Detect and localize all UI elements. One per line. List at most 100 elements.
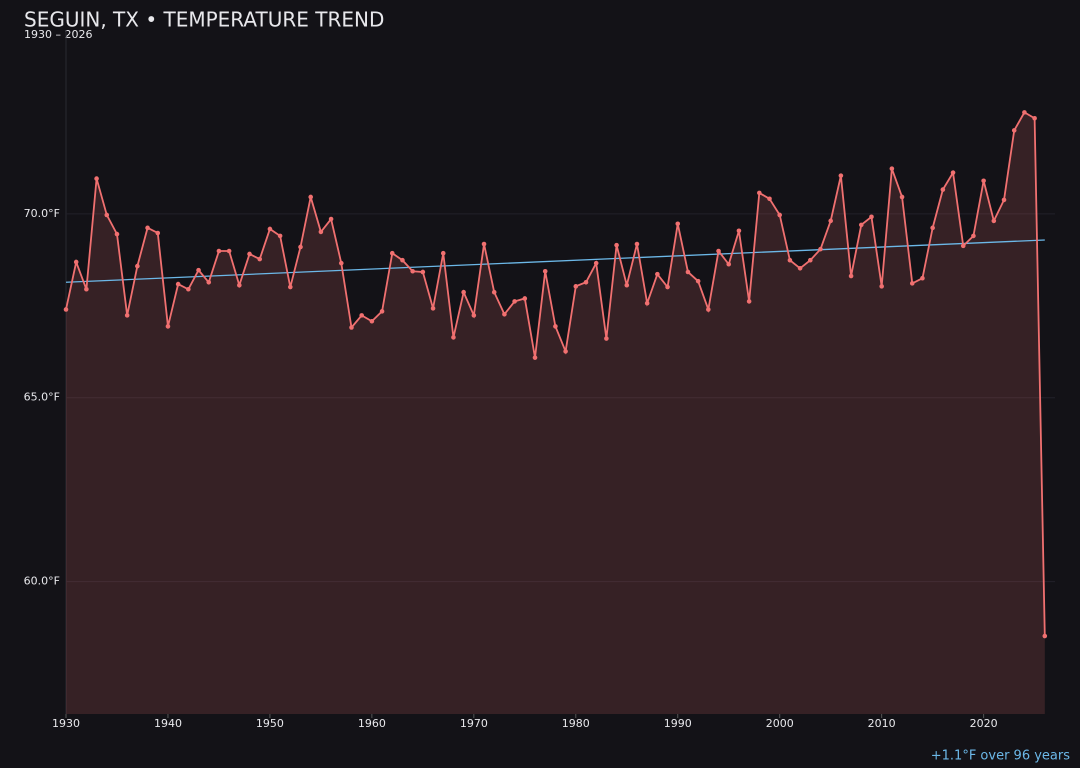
point (226, 248, 232, 254)
point (593, 260, 599, 266)
point (685, 269, 691, 275)
point (787, 257, 793, 263)
point (298, 244, 303, 250)
point (369, 318, 375, 324)
point (247, 251, 252, 257)
point (706, 307, 711, 312)
chart-title: SEGUIN, TX • TEMPERATURE TREND (24, 8, 384, 32)
point (899, 194, 905, 200)
point (553, 324, 558, 329)
point (124, 313, 130, 318)
x-tick-label: 1970 (460, 717, 488, 730)
x-tick-label: 1960 (358, 717, 386, 730)
x-tick-label: 2010 (868, 717, 896, 730)
point (634, 241, 640, 247)
point (379, 309, 385, 314)
point (410, 268, 415, 274)
point (502, 311, 507, 317)
point (94, 176, 99, 181)
area (66, 112, 1045, 714)
point (318, 229, 324, 235)
point (869, 214, 874, 220)
point (828, 218, 833, 224)
point (1032, 115, 1037, 121)
point (451, 335, 456, 340)
point (981, 178, 986, 184)
point (288, 284, 293, 290)
point (481, 241, 487, 247)
y-tick-label: 65.0°F (24, 391, 60, 404)
x-tick-label: 2000 (766, 717, 794, 730)
y-tick-label: 60.0°F (24, 575, 60, 588)
point (838, 173, 844, 178)
point (889, 166, 895, 171)
point (777, 212, 783, 218)
x-tick-label: 1950 (256, 717, 284, 730)
point (624, 282, 630, 288)
point (746, 299, 752, 304)
point (858, 222, 864, 228)
point (84, 286, 89, 292)
point (1011, 128, 1017, 133)
point (512, 299, 517, 304)
point (491, 289, 497, 295)
point (389, 250, 395, 256)
point (614, 242, 619, 248)
point (695, 278, 701, 284)
point (216, 248, 222, 254)
point (1022, 110, 1027, 115)
point (797, 265, 803, 271)
point (573, 284, 579, 289)
point (267, 226, 273, 232)
point (971, 233, 976, 239)
point (196, 267, 201, 273)
point (950, 170, 956, 175)
point (807, 257, 813, 263)
annotation: +1.1°F over 96 years (931, 749, 1070, 764)
point (155, 230, 161, 236)
point (338, 260, 344, 266)
point (359, 313, 364, 318)
point (960, 243, 966, 249)
point (522, 296, 528, 301)
chart-subtitle: 1930 – 2026 (24, 28, 92, 41)
point (848, 273, 854, 279)
point (145, 225, 150, 231)
point (716, 248, 721, 254)
y-tick-label: 70.0°F (24, 207, 60, 220)
point (186, 286, 191, 292)
point (420, 269, 426, 275)
point (440, 250, 446, 256)
point (63, 307, 69, 312)
point (879, 284, 884, 289)
point (175, 281, 181, 287)
x-tick-label: 2020 (970, 717, 998, 730)
point (206, 279, 212, 285)
point (277, 233, 283, 239)
point (165, 324, 171, 329)
point (604, 336, 609, 341)
point (308, 194, 314, 200)
point (583, 279, 589, 285)
point (1042, 633, 1048, 639)
point (930, 225, 935, 231)
x-tick-label: 1930 (52, 717, 80, 730)
point (532, 355, 538, 360)
point (665, 284, 670, 290)
point (542, 268, 548, 274)
point (430, 306, 436, 311)
point (818, 246, 823, 252)
trend-line (65, 239, 1045, 283)
point (726, 261, 732, 267)
point (349, 325, 354, 330)
point (1001, 197, 1007, 203)
point (920, 275, 925, 281)
point (757, 190, 762, 196)
point (471, 313, 477, 318)
point (461, 289, 466, 295)
point (114, 231, 120, 237)
point (940, 187, 946, 192)
point (135, 263, 140, 269)
point (909, 281, 915, 286)
